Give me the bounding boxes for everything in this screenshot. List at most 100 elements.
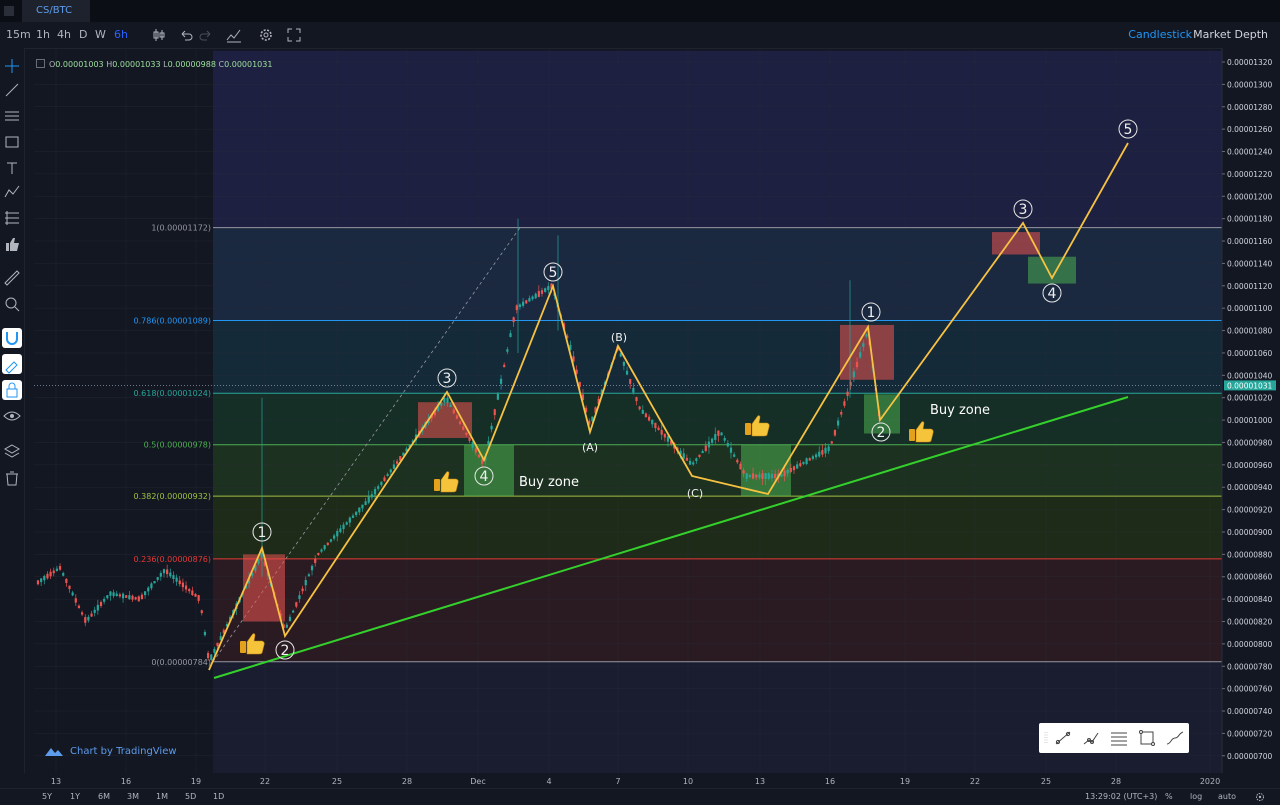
candle-body: [811, 456, 814, 459]
settings-icon[interactable]: [258, 27, 274, 43]
candle-body: [392, 464, 396, 469]
brush-icon[interactable]: [1165, 729, 1185, 747]
percent-toggle[interactable]: %: [1165, 792, 1173, 801]
lock-drawing-icon[interactable]: [2, 354, 22, 374]
interval-15m[interactable]: 15m: [6, 28, 31, 41]
fib-label: 0.236(0.00000876): [134, 555, 212, 564]
drag-handle-icon[interactable]: [1043, 729, 1049, 747]
interval-1h[interactable]: 1h: [36, 28, 50, 41]
eye-icon[interactable]: [2, 406, 22, 426]
candle-body: [625, 370, 629, 375]
fib-band: [213, 558, 1222, 662]
trend-line[interactable]: [213, 396, 1129, 679]
candle-body: [128, 595, 131, 600]
zone-box[interactable]: [840, 324, 894, 380]
text-icon[interactable]: [2, 158, 22, 178]
trend-line-icon[interactable]: [1053, 729, 1073, 747]
candle-body: [452, 409, 455, 414]
current-price-label: 0.00001031: [1227, 381, 1273, 390]
horizontal-lines-icon[interactable]: [2, 106, 22, 126]
candle-body: [288, 616, 292, 622]
auto-toggle[interactable]: auto: [1218, 792, 1237, 801]
fib-icon[interactable]: [2, 208, 22, 228]
trend-line-icon[interactable]: [2, 80, 22, 100]
trash-icon[interactable]: [2, 468, 22, 488]
wave-label-circle: [1118, 119, 1138, 139]
magnet-icon[interactable]: [2, 328, 22, 348]
price-tick-label: 0.00001240: [1227, 148, 1273, 157]
range-3m[interactable]: 3M: [127, 792, 139, 801]
candle-body: [751, 473, 755, 479]
zone-box[interactable]: [464, 444, 514, 497]
candle-body: [348, 517, 351, 523]
candle-body: [314, 558, 317, 563]
redo-icon[interactable]: [198, 27, 214, 43]
tab-symbol[interactable]: CS/BTC: [22, 0, 90, 22]
candle-body: [509, 333, 512, 338]
candle-body: [792, 466, 796, 471]
price-tick-label: 0.00000920: [1227, 506, 1273, 515]
candle-body: [695, 458, 698, 461]
price-tick-label: 0.00001140: [1227, 259, 1273, 268]
candle-body: [597, 398, 600, 404]
zone-box[interactable]: [741, 444, 791, 497]
horizontal-lines-icon[interactable]: [1109, 729, 1129, 747]
candlestick-button[interactable]: Candlestick: [1128, 28, 1192, 41]
candle-body: [175, 577, 178, 582]
indicators-icon[interactable]: [226, 27, 242, 43]
interval-4h[interactable]: 4h: [57, 28, 71, 41]
chart-settings-icon[interactable]: [1255, 792, 1265, 802]
elliott-wave-path[interactable]: [208, 142, 1129, 671]
lock-icon[interactable]: [2, 380, 22, 400]
layers-icon[interactable]: [2, 442, 22, 462]
price-tick-label: 0.00001280: [1227, 103, 1273, 112]
fib-retracement[interactable]: 1(0.00001172) 0.786(0.00001089) 0.618(0.00…: [134, 224, 1223, 667]
range-5y[interactable]: 5Y: [42, 792, 52, 801]
crosshair-icon[interactable]: [2, 56, 22, 76]
candle-body: [487, 440, 490, 446]
tradingview-watermark[interactable]: Chart by TradingView: [44, 744, 177, 758]
market-depth-button[interactable]: Market Depth: [1193, 28, 1268, 41]
price-axis-bg: [1222, 48, 1280, 773]
range-1m[interactable]: 1M: [156, 792, 168, 801]
candle-body: [654, 422, 657, 429]
candle-body: [282, 624, 285, 629]
rectangle-icon[interactable]: [1137, 729, 1157, 747]
wave-label-circle: [871, 422, 891, 442]
candle-body: [569, 344, 572, 350]
price-axis[interactable]: 0.00001320 0.00001300 0.00001280 0.00001260…: [1221, 48, 1280, 773]
candle-body: [115, 593, 118, 597]
undo-icon[interactable]: [178, 27, 194, 43]
candle-body: [821, 450, 824, 455]
range-6m[interactable]: 6M: [98, 792, 110, 801]
thumb-icon[interactable]: [2, 234, 22, 254]
range-1y[interactable]: 1Y: [70, 792, 80, 801]
pattern-icon[interactable]: [2, 182, 22, 202]
candle-body: [361, 504, 364, 509]
candle-body: [137, 596, 140, 602]
layout-menu-icon[interactable]: [4, 6, 14, 16]
interval-w[interactable]: W: [95, 28, 106, 41]
zone-box[interactable]: [418, 402, 472, 438]
interval-6h[interactable]: 6h: [114, 28, 128, 41]
fib-label: 0.618(0.00001024): [134, 389, 212, 398]
candle-body: [81, 612, 84, 615]
range-5d[interactable]: 5D: [185, 792, 197, 801]
candle-style-icon[interactable]: [151, 27, 167, 43]
interval-d[interactable]: D: [79, 28, 88, 41]
log-toggle[interactable]: log: [1190, 792, 1203, 801]
candle-body: [629, 379, 632, 384]
clock-time[interactable]: 13:29:02 (UTC+3): [1085, 792, 1158, 801]
range-1d[interactable]: 1D: [213, 792, 225, 801]
path-icon[interactable]: [1081, 729, 1101, 747]
legend-collapse-icon[interactable]: [36, 59, 45, 68]
ruler-icon[interactable]: [2, 268, 22, 288]
price-chart[interactable]: 13 16 19 22 25 28 Dec 4 7 10 13 16 19 22 25 28 20201(0.0…: [0, 0, 1280, 788]
rectangle-icon[interactable]: [2, 132, 22, 152]
wave-label: 2: [877, 425, 886, 441]
time-tick-label: 16: [121, 777, 131, 786]
zoom-icon[interactable]: [2, 294, 22, 314]
fullscreen-icon[interactable]: [286, 27, 302, 43]
candle-body: [490, 425, 493, 430]
candle-body: [377, 486, 380, 489]
